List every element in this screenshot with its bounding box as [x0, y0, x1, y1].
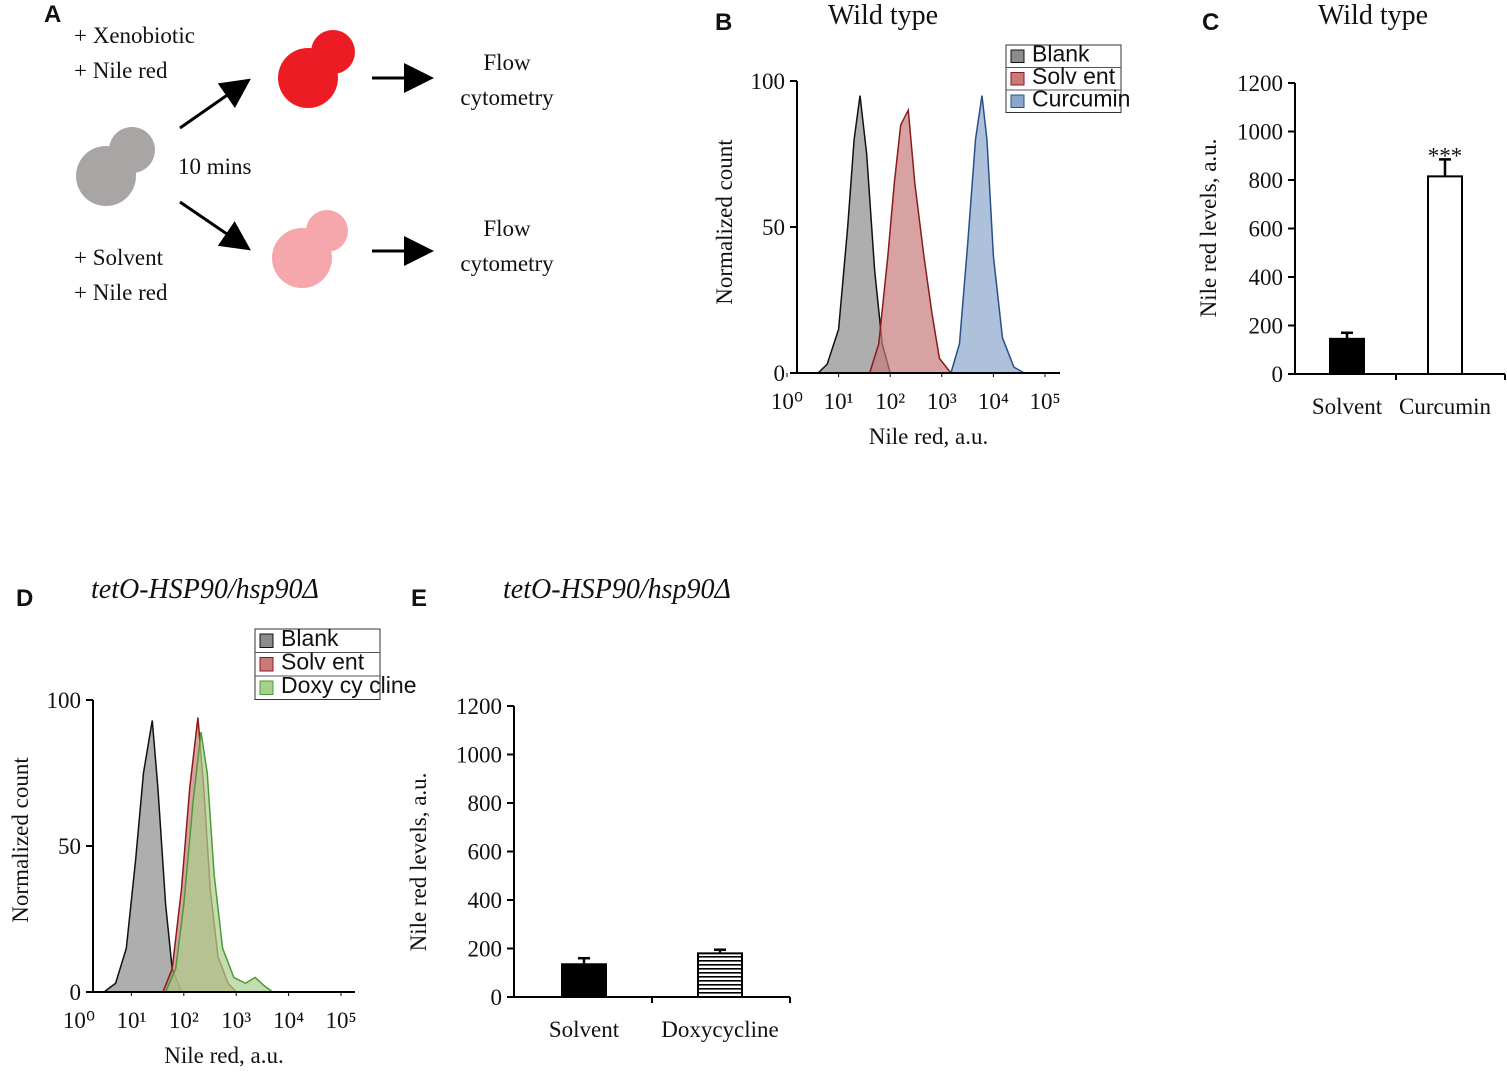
panel-a: A + Xenobiotic + Nile red 10 mins + Solv… [44, 1, 554, 305]
x-axis-label: Nile red, a.u. [164, 1043, 283, 1068]
cell-pink [272, 210, 348, 288]
y-tick-label: 0 [774, 361, 786, 386]
y-tick-label: 800 [468, 791, 503, 816]
legend-label: Doxy cy cline [281, 672, 416, 698]
chart-title: Wild type [1318, 0, 1428, 31]
panel-label: B [715, 9, 732, 36]
panel-label: A [44, 1, 61, 28]
reagent: + Nile red [74, 58, 168, 83]
cell-grey [76, 127, 155, 206]
y-tick-label: 50 [58, 834, 81, 859]
legend-label: Curcumin [1032, 85, 1130, 111]
chart-title: Wild type [828, 0, 938, 31]
y-tick-label: 400 [1249, 265, 1284, 290]
y-tick-label: 0 [70, 980, 82, 1005]
y-tick-label: 800 [1249, 168, 1284, 193]
y-axis-label: Nile red levels, a.u. [406, 773, 431, 952]
legend-swatch [1010, 49, 1025, 63]
readout: cytometry [460, 85, 554, 110]
bar [1329, 337, 1365, 375]
panel-label: D [16, 585, 33, 612]
y-tick-label: 200 [468, 937, 503, 962]
bar [1427, 175, 1463, 375]
cell-red [278, 30, 355, 108]
y-axis-label: Normalized count [8, 757, 33, 923]
legend-swatch [259, 657, 274, 672]
legend-label: Solv ent [1032, 63, 1116, 89]
legend-swatch [259, 633, 274, 648]
chart-title: tetO-HSP90/hsp90Δ [503, 574, 731, 605]
legend-swatch [1010, 94, 1025, 108]
y-tick-label: 1000 [1237, 120, 1283, 145]
density-area [101, 720, 183, 993]
density-area [949, 95, 1028, 374]
y-tick-label: 0 [1272, 362, 1284, 387]
arrows [179, 63, 434, 266]
y-tick-label: 200 [1249, 314, 1284, 339]
legend-label: Solv ent [281, 648, 365, 674]
panel: B Wild type Normalized count 0 50 100 10⁰ 10¹ 10… [712, 0, 1130, 449]
x-tick-label: 10⁵ [325, 1008, 356, 1033]
y-tick-label: 1200 [456, 694, 502, 719]
panel-label: C [1202, 9, 1219, 36]
panel-label: E [411, 585, 427, 612]
x-tick-label: 10⁵ [1029, 389, 1060, 414]
x-tick-label: 10³ [927, 389, 957, 414]
y-tick-label: 400 [468, 888, 503, 913]
bar [697, 952, 743, 998]
density-area [164, 732, 276, 993]
legend-box [1005, 44, 1122, 113]
time-label: 10 mins [178, 154, 252, 179]
readout: Flow [483, 216, 531, 241]
x-tick-label: 10² [875, 389, 905, 414]
category-label: Doxycycline [661, 1017, 779, 1042]
x-tick-label: 10³ [221, 1008, 251, 1033]
x-tick-label: 10² [169, 1008, 199, 1033]
legend-box [254, 628, 381, 700]
reagent: + Nile red [74, 280, 168, 305]
category-label: Solvent [549, 1017, 620, 1042]
y-tick-label: 600 [468, 840, 503, 865]
y-axis-label: Nile red levels, a.u. [1196, 139, 1221, 318]
significance: *** [1428, 143, 1463, 168]
readout: cytometry [460, 251, 554, 276]
legend-label: Blank [1032, 40, 1090, 66]
y-tick-label: 100 [751, 69, 786, 94]
panel: C Wild type Nile red levels, a.u. Solvent Cu… [1196, 0, 1506, 419]
bar [561, 963, 607, 999]
category-label: Solvent [1312, 394, 1383, 419]
chart-title: tetO-HSP90/hsp90Δ [91, 574, 319, 605]
readout: Flow [483, 50, 531, 75]
x-axis-label: Nile red, a.u. [869, 424, 988, 449]
category-label: Curcumin [1399, 394, 1491, 419]
legend-swatch [1010, 72, 1025, 86]
x-tick-label: 10⁰ [771, 389, 803, 414]
y-tick-label: 1200 [1237, 71, 1283, 96]
y-tick-label: 50 [762, 215, 785, 240]
x-tick-label: 10¹ [824, 389, 854, 414]
legend-swatch [259, 680, 274, 695]
y-tick-label: 1000 [456, 743, 502, 768]
y-tick-label: 0 [491, 985, 503, 1010]
x-tick-label: 10¹ [116, 1008, 146, 1033]
x-tick-label: 10⁴ [978, 389, 1009, 414]
density-area [868, 107, 953, 374]
reagent: + Solvent [74, 245, 164, 270]
y-axis-label: Normalized count [712, 139, 737, 305]
y-tick-label: 600 [1249, 217, 1284, 242]
x-tick-label: 10⁴ [273, 1008, 304, 1033]
reagent: + Xenobiotic [74, 23, 195, 48]
x-tick-label: 10⁰ [63, 1008, 95, 1033]
y-tick-label: 100 [47, 688, 82, 713]
legend-label: Blank [281, 625, 339, 651]
